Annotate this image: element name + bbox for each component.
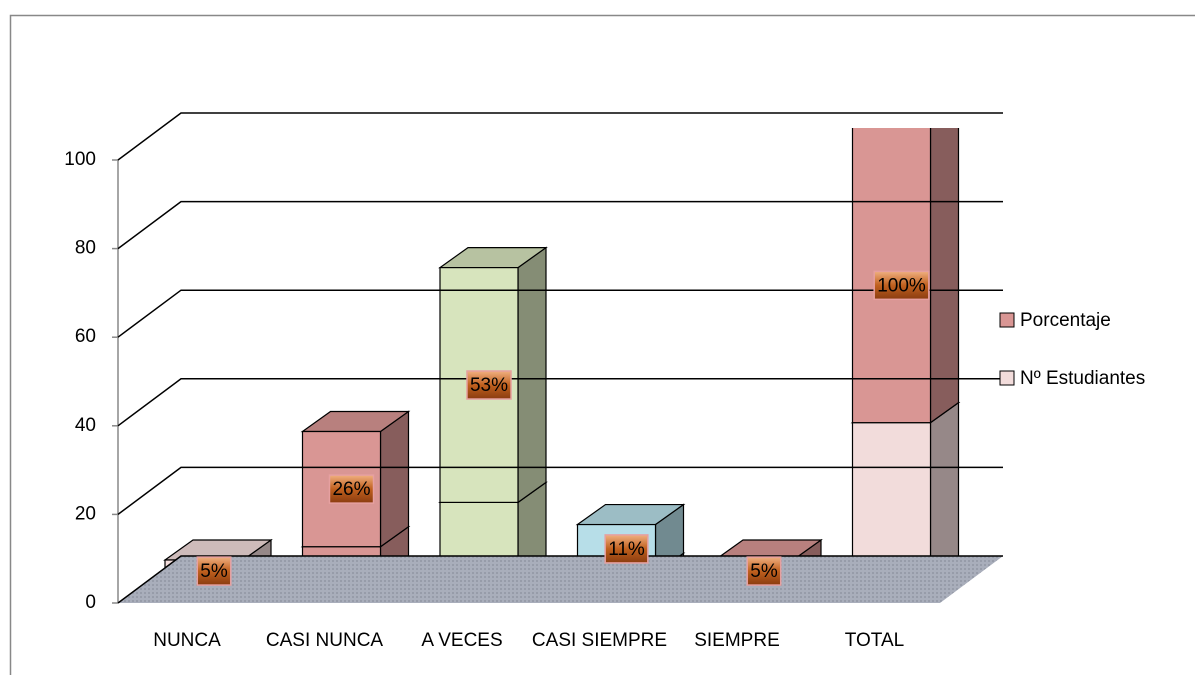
grid-line (117, 466, 1003, 516)
data-label-box (873, 270, 930, 301)
y-tick-label: 60 (75, 326, 96, 347)
grid-line (117, 112, 1003, 161)
x-tick-label: CASI SIEMPRE (532, 630, 667, 651)
bar-side (379, 410, 410, 548)
grid-line (117, 289, 1003, 338)
grid-line (117, 378, 1003, 427)
y-tick-label: 100 (64, 149, 96, 170)
x-tick-label: SIEMPRE (694, 630, 780, 651)
grid-line (117, 200, 1003, 250)
x-tick-label: NUNCA (153, 630, 221, 651)
legend-label: Porcentaje (1020, 310, 1111, 331)
x-tick-label: A VECES (421, 630, 502, 651)
floor (118, 556, 1003, 603)
bar-side (517, 246, 547, 504)
data-label: 11% (608, 539, 645, 560)
data-label: 26% (332, 479, 370, 500)
data-label-box (746, 556, 782, 586)
x-tick-label: TOTAL (845, 630, 904, 651)
x-tick-label: CASI NUNCA (266, 630, 384, 651)
y-tick-label: 80 (75, 238, 96, 259)
data-label-box (328, 474, 375, 504)
legend-label: Nº Estudiantes (1020, 368, 1145, 389)
legend-swatch (999, 312, 1015, 328)
data-label: 5% (750, 561, 778, 582)
grid-line (117, 555, 1003, 604)
data-label: 53% (470, 375, 508, 396)
legend-swatch (999, 370, 1015, 386)
data-label: 100% (877, 275, 926, 296)
y-tick-label: 40 (75, 415, 96, 436)
data-label-box (466, 370, 512, 400)
y-tick-label: 0 (85, 592, 96, 613)
data-label-box (604, 534, 649, 564)
data-label: 5% (200, 561, 228, 582)
y-tick-label: 20 (75, 503, 96, 524)
data-label-box (196, 556, 232, 586)
